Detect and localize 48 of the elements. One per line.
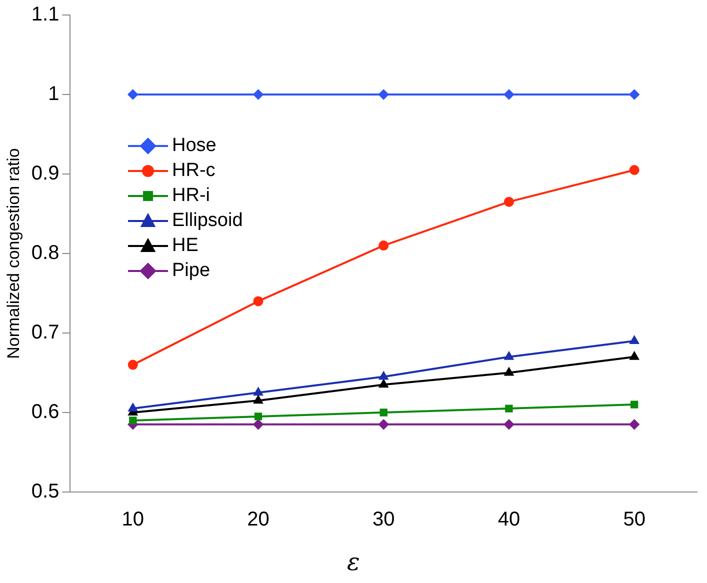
x-tick-label: 30 bbox=[372, 508, 395, 531]
point bbox=[253, 419, 264, 430]
point bbox=[129, 416, 137, 424]
x-tick-label: 50 bbox=[623, 508, 646, 531]
point bbox=[629, 419, 640, 430]
y-tick-label: 0.6 bbox=[31, 401, 60, 424]
point bbox=[505, 404, 513, 412]
point bbox=[380, 408, 388, 416]
y-axis-title: Normalized congestion ratio bbox=[4, 148, 23, 359]
x-axis-title: ε bbox=[346, 548, 361, 576]
legend-label: Pipe bbox=[172, 259, 210, 283]
legend-label: HR-c bbox=[172, 159, 216, 183]
y-tick-label: 0.8 bbox=[31, 242, 60, 264]
legend-label: HE bbox=[172, 234, 198, 258]
point bbox=[630, 336, 639, 344]
y-tick-label: 0.5 bbox=[31, 480, 60, 503]
point bbox=[379, 380, 388, 388]
point bbox=[254, 396, 263, 404]
point bbox=[629, 90, 640, 100]
point bbox=[378, 419, 389, 430]
x-tick-label: 40 bbox=[498, 508, 520, 531]
legend-label: Hose bbox=[172, 134, 216, 158]
x-tick-label: 20 bbox=[247, 508, 270, 531]
point bbox=[504, 368, 514, 376]
y-tick-label: 1.1 bbox=[31, 4, 60, 26]
point bbox=[504, 352, 514, 360]
x-tick-label: 10 bbox=[122, 508, 144, 531]
y-tick-label: 0.9 bbox=[31, 162, 60, 185]
point bbox=[629, 165, 640, 176]
point bbox=[128, 404, 138, 412]
point bbox=[630, 400, 638, 408]
y-tick-label: 0.7 bbox=[31, 322, 60, 344]
legend-label: HR-i bbox=[172, 184, 210, 208]
point bbox=[379, 372, 388, 380]
point bbox=[630, 352, 639, 360]
point bbox=[504, 90, 514, 100]
point bbox=[254, 388, 263, 396]
point bbox=[253, 90, 264, 100]
point bbox=[378, 240, 389, 251]
point bbox=[504, 419, 514, 430]
point bbox=[254, 412, 262, 420]
point bbox=[128, 360, 138, 370]
point bbox=[378, 90, 389, 100]
point bbox=[128, 90, 138, 100]
y-tick-label: 1 bbox=[48, 83, 60, 106]
point bbox=[253, 296, 264, 306]
legend-label: Ellipsoid bbox=[172, 209, 243, 233]
point bbox=[504, 196, 514, 207]
